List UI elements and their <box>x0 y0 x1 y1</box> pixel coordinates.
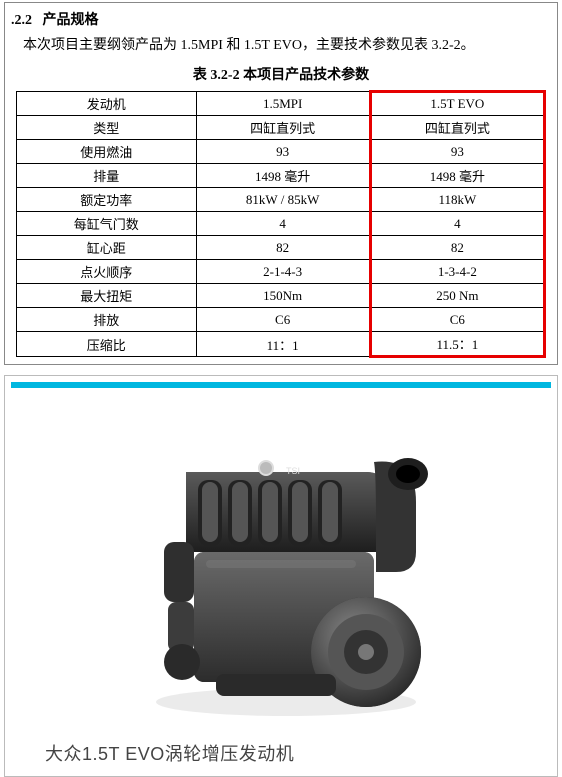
table-cell: 11：1 <box>196 332 370 357</box>
table-cell: 1498 毫升 <box>196 164 370 188</box>
section-header: .2.2 产品规格 <box>5 7 557 35</box>
table-cell: 每缸气门数 <box>17 212 196 236</box>
table-cell: 使用燃油 <box>17 140 196 164</box>
table-cell: 1-3-4-2 <box>370 260 544 284</box>
intro-paragraph: 本次项目主要纲领产品为 1.5MPI 和 1.5T EVO，主要技术参数见表 3… <box>5 35 557 64</box>
table-cell: 2-1-4-3 <box>196 260 370 284</box>
engine-caption: 大众1.5T EVO涡轮增压发动机 <box>5 740 557 766</box>
svg-text:TSI: TSI <box>286 466 300 476</box>
table-cell: 11.5：1 <box>370 332 544 357</box>
table-cell: 压缩比 <box>17 332 196 357</box>
table-caption: 表 3.2-2 本项目产品技术参数 <box>5 64 557 84</box>
table-cell: 82 <box>370 236 544 260</box>
table-cell: 最大扭矩 <box>17 284 196 308</box>
table-cell: 81kW / 85kW <box>196 188 370 212</box>
spec-table: 发动机1.5MPI1.5T EVO类型四缸直列式四缸直列式使用燃油9393排量1… <box>16 90 546 358</box>
table-cell: 排放 <box>17 308 196 332</box>
table-cell: 类型 <box>17 116 196 140</box>
table-cell: 四缸直列式 <box>196 116 370 140</box>
table-cell: 118kW <box>370 188 544 212</box>
table-cell: C6 <box>370 308 544 332</box>
table-cell: 额定功率 <box>17 188 196 212</box>
spec-document-panel: .2.2 产品规格 本次项目主要纲领产品为 1.5MPI 和 1.5T EVO，… <box>4 2 558 365</box>
section-title: 产品规格 <box>43 13 99 28</box>
engine-image: TSI <box>116 402 446 722</box>
table-cell: 250 Nm <box>370 284 544 308</box>
section-number: .2.2 <box>11 13 32 28</box>
table-cell: 4 <box>370 212 544 236</box>
table-cell: 四缸直列式 <box>370 116 544 140</box>
engine-figure: TSI 大众1.5T EVO涡轮增压发动机 <box>5 402 557 766</box>
table-cell: 4 <box>196 212 370 236</box>
table-cell: 82 <box>196 236 370 260</box>
table-header-evo: 1.5T EVO <box>370 92 544 116</box>
table-cell: 点火顺序 <box>17 260 196 284</box>
table-cell: 93 <box>196 140 370 164</box>
table-cell: 150Nm <box>196 284 370 308</box>
table-cell: 缸心距 <box>17 236 196 260</box>
table-cell: 1498 毫升 <box>370 164 544 188</box>
table-header-mpi: 1.5MPI <box>196 92 370 116</box>
accent-bar <box>11 382 551 388</box>
table-cell: 93 <box>370 140 544 164</box>
figure-panel: TSI 大众1.5T EVO涡轮增压发动机 <box>4 375 558 777</box>
table-cell: 排量 <box>17 164 196 188</box>
table-cell: C6 <box>196 308 370 332</box>
table-header-engine: 发动机 <box>17 92 196 116</box>
